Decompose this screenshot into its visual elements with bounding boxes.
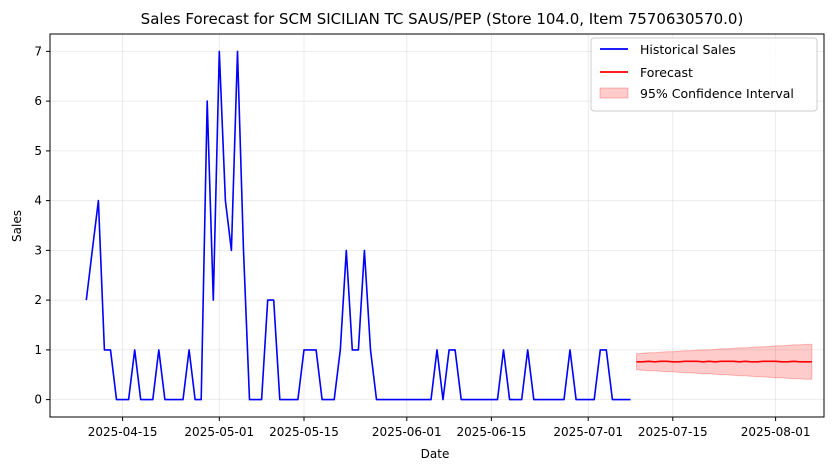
legend-box [590, 37, 818, 112]
y-tick-label: 5 [34, 144, 42, 158]
x-tick-label: 2025-06-15 [457, 425, 527, 439]
legend-swatch-confidence [599, 87, 629, 99]
grid-lines [50, 34, 824, 417]
x-tick-label: 2025-07-15 [638, 425, 708, 439]
legend-label-confidence: 95% Confidence Interval [640, 86, 794, 101]
y-tick-label: 1 [34, 343, 42, 357]
y-axis-label: Sales [10, 210, 24, 242]
y-tick-label: 6 [34, 94, 42, 108]
x-axis-label: Date [421, 447, 450, 461]
legend-label-historical: Historical Sales [640, 42, 736, 57]
y-tick-label: 2 [34, 293, 42, 307]
historical-sales-line [85, 50, 631, 401]
legend-label-forecast: Forecast [640, 65, 693, 80]
y-tick-label: 7 [34, 44, 42, 58]
plot-frame [49, 33, 825, 418]
y-axis-ticks: 0 1 2 3 4 5 6 7 [34, 44, 50, 407]
x-tick-label: 2025-08-01 [741, 425, 811, 439]
y-tick-label: 4 [34, 194, 42, 208]
x-tick-label: 2025-07-01 [553, 425, 623, 439]
x-tick-label: 2025-05-15 [269, 425, 339, 439]
legend: Historical Sales Forecast 95% Confidence… [590, 37, 818, 112]
x-tick-label: 2025-05-01 [184, 425, 254, 439]
x-tick-label: 2025-04-15 [88, 425, 158, 439]
series-layer [85, 50, 812, 401]
x-axis-ticks: 2025-04-15 2025-05-01 2025-05-15 2025-06-01… [88, 417, 811, 439]
forecast-line [636, 360, 812, 363]
chart-title: Sales Forecast for SCM SICILIAN TC SAUS/… [141, 10, 744, 28]
y-tick-label: 0 [34, 393, 42, 407]
y-tick-label: 3 [34, 243, 42, 257]
x-tick-label: 2025-06-01 [372, 425, 442, 439]
